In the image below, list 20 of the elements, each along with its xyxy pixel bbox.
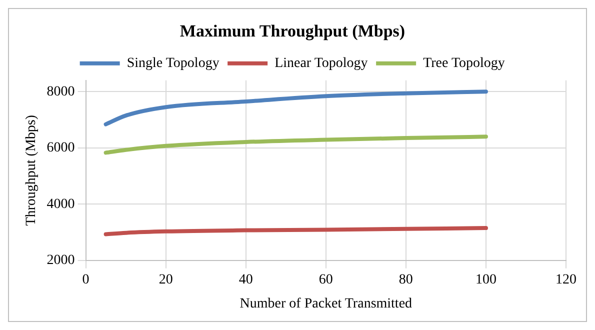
chart-title: Maximum Throughput (Mbps) [180, 22, 406, 41]
legend-label: Tree Topology [423, 56, 505, 72]
y-tick-label: 4000 [46, 196, 75, 212]
x-tick-label: 0 [82, 272, 90, 288]
x-axis-title: Number of Packet Transmitted [240, 296, 412, 312]
legend-label: Single Topology [126, 56, 220, 72]
x-tick-label: 100 [475, 272, 496, 288]
line-series [104, 226, 488, 236]
y-axis-title: Throughput (Mbps) [24, 114, 40, 226]
y-tick-label: 6000 [46, 140, 75, 156]
y-tick-label: 2000 [46, 253, 75, 268]
legend-label: Linear Topology [274, 56, 368, 72]
x-tick-label: 20 [158, 272, 173, 288]
line-series [104, 134, 488, 155]
x-tick-label: 60 [318, 272, 333, 288]
x-tick-label: 120 [556, 272, 576, 288]
x-tick-label: 40 [238, 272, 253, 288]
x-tick-label: 80 [398, 272, 413, 288]
y-tick-label: 8000 [46, 84, 75, 100]
line-series [104, 90, 488, 126]
